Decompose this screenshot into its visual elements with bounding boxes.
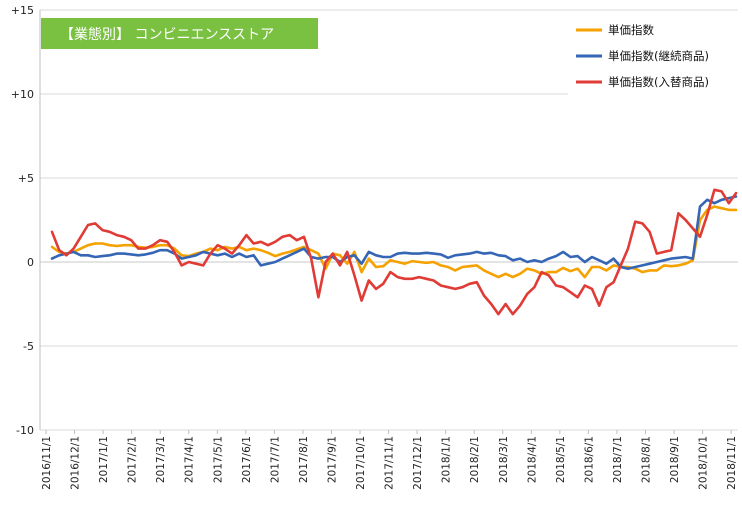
x-tick-label: 2017/3/1 xyxy=(155,436,167,483)
x-tick-label: 2018/3/1 xyxy=(498,436,510,483)
x-tick-label: 2017/6/1 xyxy=(241,436,253,483)
x-tick-label: 2018/6/1 xyxy=(583,436,595,483)
y-tick-label: 0 xyxy=(27,256,34,269)
x-tick-label: 2018/4/1 xyxy=(526,436,538,483)
x-tick-label: 2016/12/1 xyxy=(70,436,82,490)
x-tick-label: 2018/2/1 xyxy=(469,436,481,483)
legend-label: 単価指数(継続商品) xyxy=(608,49,709,63)
x-tick-label: 2017/1/1 xyxy=(98,436,110,483)
title-badge-background xyxy=(41,18,318,49)
x-tick-label: 2017/7/1 xyxy=(269,436,281,483)
x-tick-label: 2016/11/1 xyxy=(41,436,53,490)
title-badge: 【業態別】 コンビニエンスストア xyxy=(41,18,318,49)
x-tick-label: 2017/12/1 xyxy=(412,436,424,490)
series-line-2 xyxy=(50,195,738,270)
series-lines xyxy=(50,188,738,316)
x-tick-label: 2017/8/1 xyxy=(298,436,310,483)
x-tick-label: 2018/11/1 xyxy=(726,436,738,490)
x-tick-label: 2017/10/1 xyxy=(355,436,367,490)
series-line-3 xyxy=(50,188,738,316)
x-axis xyxy=(39,10,732,434)
x-tick-label: 2018/9/1 xyxy=(669,436,681,483)
x-tick-label: 2018/10/1 xyxy=(698,436,710,490)
chart-title: 【業態別】 コンビニエンスストア xyxy=(60,27,274,43)
x-tick-label: 2018/7/1 xyxy=(612,436,624,483)
x-tick-label: 2017/2/1 xyxy=(127,436,139,483)
x-tick-label: 2018/8/1 xyxy=(641,436,653,483)
y-tick-label: +5 xyxy=(18,172,34,185)
legend-label: 単価指数 xyxy=(608,23,654,37)
y-tick-label: +15 xyxy=(11,4,34,17)
x-tick-label: 2017/11/1 xyxy=(384,436,396,490)
x-tick-label: 2018/5/1 xyxy=(555,436,567,483)
x-tick-label: 2018/1/1 xyxy=(441,436,453,483)
y-tick-label: -10 xyxy=(16,424,34,437)
y-tick-label: +10 xyxy=(11,88,34,101)
legend-label: 単価指数(入替商品) xyxy=(608,75,709,89)
x-tick-label: 2017/9/1 xyxy=(326,436,338,483)
y-axis-ticks: +15 +10 +5 0 -5 -10 xyxy=(11,4,34,437)
x-tick-label: 2017/4/1 xyxy=(184,436,196,483)
x-axis-tick-labels: 2016/11/1 2016/12/1 2017/1/1 2017/2/1 2017/3… xyxy=(41,436,738,490)
x-tick-label: 2017/5/1 xyxy=(212,436,224,483)
y-tick-label: -5 xyxy=(23,340,34,353)
